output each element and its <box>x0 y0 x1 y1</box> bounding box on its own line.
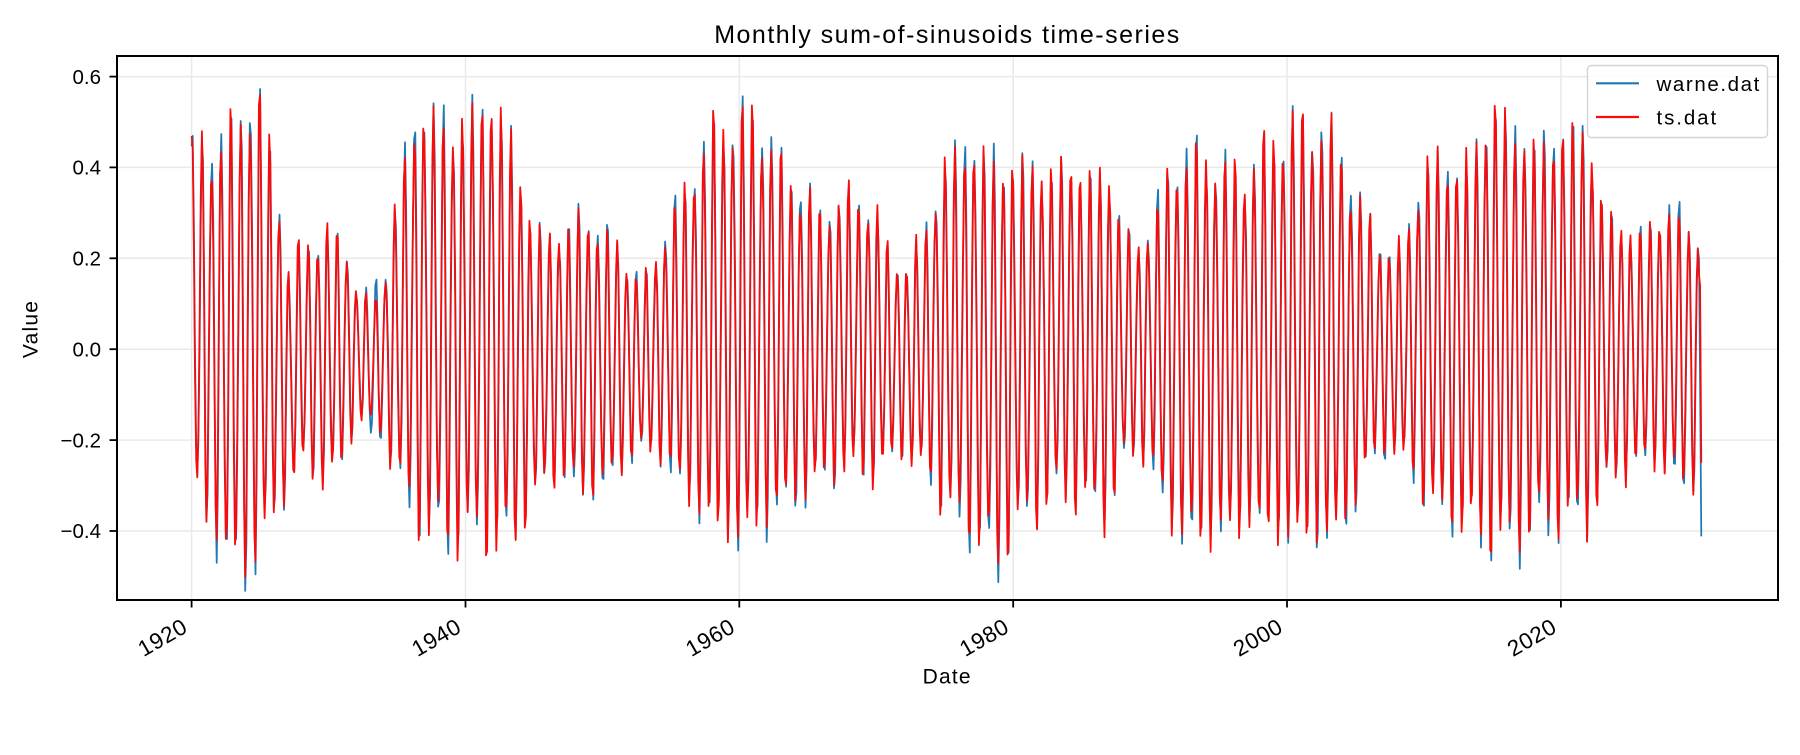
svg-text:Date: Date <box>923 666 972 689</box>
svg-text:0.2: 0.2 <box>73 248 102 271</box>
svg-text:0.4: 0.4 <box>73 157 102 180</box>
svg-text:Value: Value <box>20 300 43 358</box>
svg-text:0.0: 0.0 <box>73 338 102 361</box>
svg-text:−0.4: −0.4 <box>61 520 101 543</box>
svg-text:−0.2: −0.2 <box>61 429 101 452</box>
svg-text:Monthly sum-of-sinusoids time-: Monthly sum-of-sinusoids time-series <box>714 21 1181 49</box>
svg-text:0.6: 0.6 <box>73 66 102 89</box>
svg-text:ts.dat: ts.dat <box>1657 106 1719 129</box>
svg-text:warne.dat: warne.dat <box>1656 73 1761 96</box>
